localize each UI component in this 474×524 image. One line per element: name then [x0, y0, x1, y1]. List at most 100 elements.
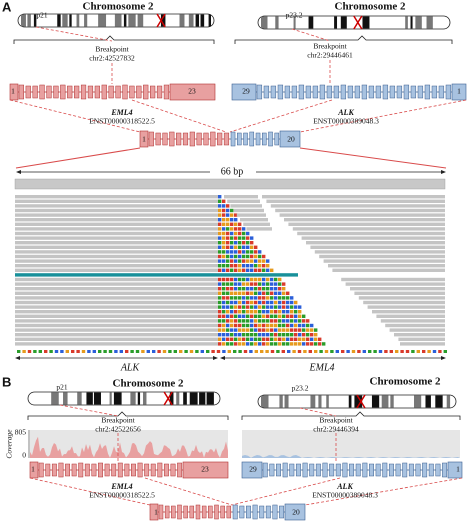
exon — [329, 463, 335, 477]
reference-base — [260, 350, 264, 353]
base — [246, 323, 250, 328]
reference-base — [76, 350, 80, 353]
exon — [262, 132, 267, 146]
chromosome-band — [137, 14, 144, 27]
base — [230, 222, 234, 226]
chromosome-band — [160, 14, 166, 27]
base — [246, 310, 250, 314]
base — [234, 333, 238, 337]
base — [238, 222, 242, 226]
base — [230, 328, 234, 332]
base — [242, 231, 246, 236]
base — [222, 296, 226, 300]
base — [238, 254, 242, 259]
read — [385, 323, 445, 328]
base — [246, 296, 250, 300]
base — [218, 314, 222, 318]
exon — [291, 85, 298, 99]
base — [262, 259, 266, 263]
base — [234, 227, 238, 231]
exon — [256, 84, 263, 100]
base — [266, 291, 270, 295]
chromosome-band — [340, 16, 347, 29]
base — [218, 213, 222, 217]
base — [222, 250, 226, 254]
exon — [362, 462, 368, 478]
exon — [326, 85, 333, 99]
base — [290, 342, 294, 346]
base — [246, 314, 250, 318]
connector — [59, 404, 119, 417]
base — [258, 333, 262, 337]
chromosome-band — [128, 14, 136, 27]
connector — [9, 99, 227, 133]
chromosome-band — [123, 14, 127, 27]
base — [286, 296, 290, 300]
base — [270, 333, 274, 337]
base — [246, 259, 250, 263]
base — [238, 300, 242, 305]
base — [218, 305, 222, 309]
reference-base — [395, 350, 399, 353]
exon — [322, 462, 328, 478]
base — [254, 319, 258, 323]
breakpoint-position: chr2:42522656 — [95, 425, 141, 434]
base — [254, 300, 258, 305]
exon — [246, 505, 251, 519]
base — [222, 287, 226, 291]
reference-base — [189, 350, 194, 353]
read — [15, 250, 218, 254]
exon — [239, 505, 245, 519]
connector — [291, 28, 331, 42]
exon — [177, 462, 183, 478]
chromosome-band — [84, 14, 88, 27]
exon — [163, 463, 169, 477]
read — [323, 259, 445, 263]
chromosome-band — [206, 392, 214, 405]
base — [258, 268, 262, 272]
base — [226, 319, 230, 323]
base — [254, 337, 258, 341]
read — [341, 277, 445, 282]
read — [310, 245, 445, 249]
base — [230, 277, 234, 282]
centromere — [163, 391, 173, 406]
base — [262, 268, 266, 272]
read — [350, 287, 445, 291]
base — [238, 310, 242, 314]
base — [250, 287, 254, 291]
base — [230, 287, 234, 291]
reference-base — [157, 350, 161, 353]
read — [15, 300, 218, 305]
centromere — [156, 13, 166, 28]
read — [246, 227, 272, 231]
exon — [395, 463, 401, 477]
reference-base — [162, 350, 167, 353]
base — [238, 282, 242, 286]
base — [234, 323, 238, 328]
base — [278, 337, 282, 341]
read — [292, 227, 445, 231]
base — [314, 333, 318, 337]
base — [238, 227, 242, 231]
base — [246, 300, 250, 305]
exon — [289, 463, 295, 477]
base — [254, 287, 258, 291]
exon — [87, 85, 94, 99]
base — [262, 342, 266, 346]
read — [301, 236, 445, 240]
reference-base — [254, 350, 258, 353]
base — [274, 310, 278, 314]
base — [218, 236, 222, 240]
read — [398, 337, 445, 341]
base — [230, 218, 234, 222]
base — [286, 319, 290, 323]
exon — [29, 461, 39, 479]
exon — [388, 463, 394, 477]
reference-base — [81, 350, 86, 353]
read — [15, 254, 218, 259]
base — [222, 245, 226, 249]
chromosome-band — [169, 392, 174, 405]
exon — [428, 463, 434, 477]
read — [15, 231, 218, 236]
